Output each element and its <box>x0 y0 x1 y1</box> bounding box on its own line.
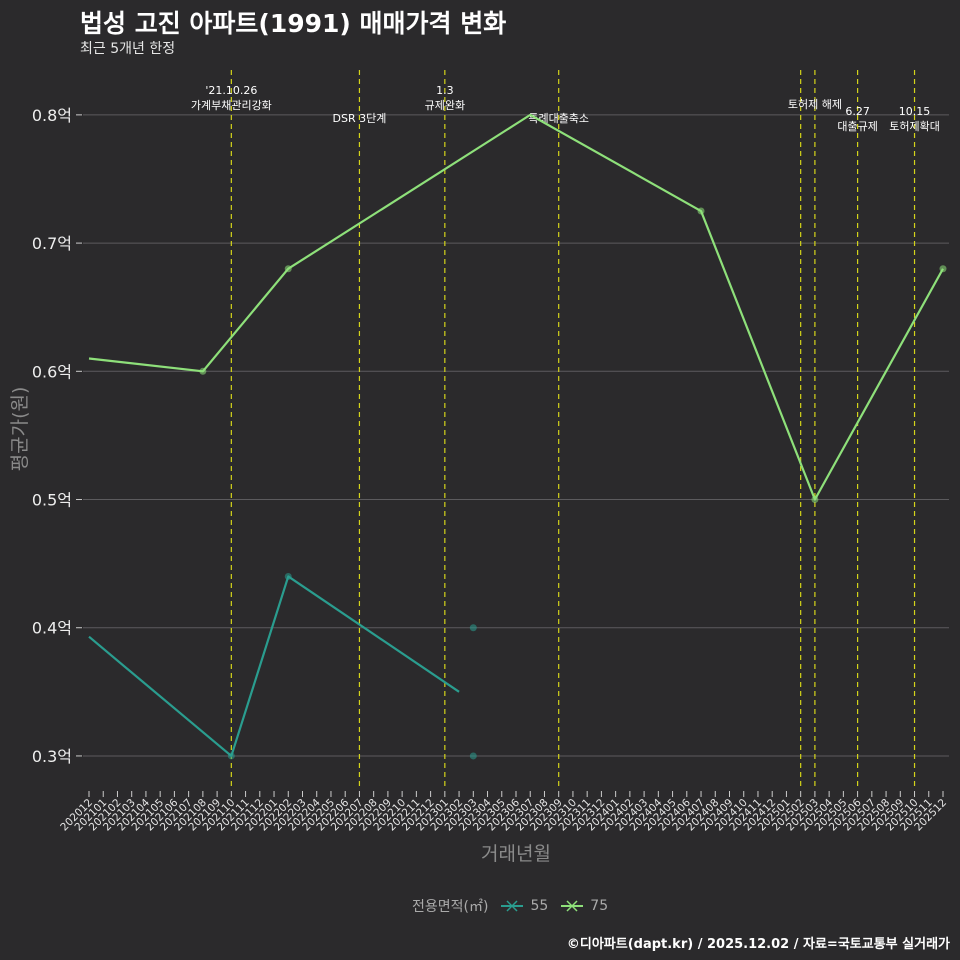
event-label: 가계부채관리강화 <box>191 99 272 112</box>
event-label: 6.27 <box>845 105 870 118</box>
data-point-75 <box>199 367 207 375</box>
x-axis-title: 거래년월 <box>481 843 551 865</box>
legend-item-75: 75 <box>560 898 608 914</box>
y-tick-label: 0.8억 <box>32 106 72 125</box>
event-label: 규제완화 <box>425 99 465 112</box>
y-tick-label: 0.5억 <box>32 491 72 510</box>
series-lines <box>88 113 947 760</box>
legend-item-55: 55 <box>500 898 548 914</box>
legend: 전용면적(㎡) 55 75 <box>412 896 608 916</box>
data-point-55 <box>469 752 477 760</box>
y-tick-label: 0.3억 <box>32 747 72 766</box>
event-label: 토허제 해제 <box>788 97 842 111</box>
y-axis-title: 평균가(원) <box>9 387 31 472</box>
caption: ©디아파트(dapt.kr) / 2025.12.02 / 자료=국토교통부 실… <box>566 937 950 952</box>
y-tick-label: 0.6억 <box>32 362 72 381</box>
event-label: DSR 3단계 <box>333 112 387 125</box>
data-point-55 <box>469 624 477 632</box>
y-tick-label: 0.4억 <box>32 619 72 638</box>
gridlines <box>83 114 949 757</box>
data-point-75 <box>284 265 292 273</box>
legend-label-55: 55 <box>530 898 549 914</box>
event-label: 10.15 <box>899 105 931 118</box>
legend-label-75: 75 <box>590 898 609 914</box>
event-label: '21.10.26 <box>205 84 257 97</box>
event-label: 대출규제 <box>837 120 877 133</box>
data-point-75 <box>939 265 947 273</box>
event-label: 1.3 <box>436 84 454 97</box>
y-tick-label: 0.7억 <box>32 234 72 253</box>
chart-title: 법성 고진 아파트(1991) 매매가격 변화 <box>80 9 507 38</box>
data-point-55 <box>284 572 292 580</box>
series-line-55 <box>88 575 460 758</box>
chart-subtitle: 최근 5개년 한정 <box>80 41 176 57</box>
event-label: 토허제확대 <box>889 120 940 133</box>
legend-swatch-55 <box>501 900 524 912</box>
data-point-75 <box>811 496 819 504</box>
data-point-75 <box>697 207 705 215</box>
legend-swatch-75 <box>561 900 584 912</box>
data-point-55 <box>227 752 235 760</box>
legend-title: 전용면적(㎡) <box>412 899 489 915</box>
x-axis: 2020122021012021022021032021042021052021… <box>58 791 949 865</box>
